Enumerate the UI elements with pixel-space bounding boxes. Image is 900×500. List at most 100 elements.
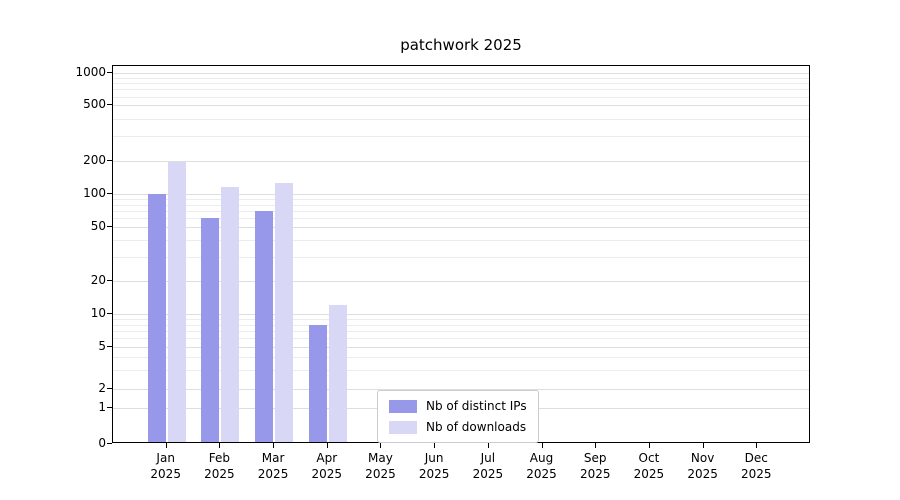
month-label: Sep [583, 451, 607, 465]
year-label: 2025 [418, 467, 450, 481]
year-label: 2025 [311, 467, 343, 481]
y-tick-label-50: 50 [90, 219, 106, 233]
month-label: Aug [529, 451, 554, 465]
x-axis: Jan 2025 Feb 2025 Mar 2025 Apr 2025 May 2025 Jun 20… [0, 450, 900, 490]
x-tickmark-mar [273, 443, 275, 448]
gridline-8 [113, 325, 809, 326]
x-tickmark-may [380, 443, 382, 448]
year-label: 2025 [579, 467, 611, 481]
y-tickmark-0 [107, 443, 112, 444]
year-label: 2025 [633, 467, 665, 481]
gridline-80 [113, 205, 809, 206]
gridline-7 [113, 331, 809, 332]
y-tick-label-10: 10 [90, 306, 106, 320]
y-tickmark-10 [107, 313, 112, 314]
year-label: 2025 [741, 467, 772, 481]
bar-downloads-mar [275, 183, 293, 442]
bar-distinct-ips-feb [201, 218, 219, 442]
bar-distinct-ips-mar [255, 210, 273, 442]
gridline-30 [113, 257, 809, 258]
y-tickmark-50 [107, 226, 112, 227]
y-axis: 0 1 2 5 10 20 50 100 200 500 1000 [0, 65, 106, 450]
y-tickmark-5 [107, 346, 112, 347]
legend-label-downloads: Nb of downloads [426, 420, 527, 434]
x-tickmark-jul [487, 443, 489, 448]
gridline-9 [113, 319, 809, 320]
y-tick-label-1: 1 [98, 400, 106, 414]
bar-downloads-apr [329, 305, 347, 442]
gridline-4 [113, 357, 809, 358]
month-label: Jun [424, 451, 444, 465]
gridline-10 [113, 314, 809, 315]
month-label: Dec [744, 451, 768, 465]
gridline-90 [113, 199, 809, 200]
month-label: Jul [480, 451, 496, 465]
year-label: 2025 [687, 467, 718, 481]
gridline-6 [113, 338, 809, 339]
y-tickmark-200 [107, 160, 112, 161]
year-label: 2025 [150, 467, 181, 481]
y-tick-label-5: 5 [98, 339, 106, 353]
month-label: Jan [156, 451, 175, 465]
y-tick-label-2: 2 [98, 381, 106, 395]
y-tick-label-200: 200 [83, 153, 106, 167]
year-label: 2025 [257, 467, 289, 481]
year-label: 2025 [365, 467, 396, 481]
x-tickmark-feb [219, 443, 221, 448]
month-label: Apr [316, 451, 338, 465]
year-label: 2025 [526, 467, 557, 481]
x-tick-label-jun: Jun 2025 [419, 450, 450, 482]
y-tickmark-1000 [107, 72, 112, 73]
gridline-2 [113, 389, 809, 390]
y-tick-label-500: 500 [83, 97, 106, 111]
gridline-60 [113, 218, 809, 219]
x-tick-label-oct: Oct 2025 [634, 450, 665, 482]
y-tick-label-100: 100 [83, 186, 106, 200]
x-tickmark-apr [326, 443, 328, 448]
y-tick-label-0: 0 [98, 436, 106, 450]
y-tick-label-20: 20 [90, 273, 106, 287]
month-label: Oct [638, 451, 660, 465]
legend: Nb of distinct IPs Nb of downloads [377, 390, 539, 443]
x-tickmark-jun [434, 443, 436, 448]
gridline-40 [113, 240, 809, 241]
x-tick-label-nov: Nov 2025 [687, 450, 718, 482]
legend-swatch-downloads [389, 420, 417, 434]
x-tickmark-dec [756, 443, 758, 448]
y-tickmark-1 [107, 407, 112, 408]
chart-title: patchwork 2025 [400, 36, 522, 54]
x-tick-label-dec: Dec 2025 [741, 450, 772, 482]
year-label: 2025 [204, 467, 235, 481]
y-tickmark-20 [107, 280, 112, 281]
y-tickmark-500 [107, 104, 112, 105]
x-tickmark-sep [595, 443, 597, 448]
gridline-3 [113, 370, 809, 371]
gridline-300 [113, 136, 809, 137]
x-tickmark-nov [702, 443, 704, 448]
plot-area [112, 65, 810, 443]
gridline-700 [113, 89, 809, 90]
legend-label-distinct-ips: Nb of distinct IPs [426, 399, 527, 413]
bar-downloads-jan [168, 162, 186, 442]
month-label: Mar [261, 451, 285, 465]
gridline-20 [113, 281, 809, 282]
gridline-400 [113, 119, 809, 120]
gridline-200 [113, 161, 809, 162]
x-tickmark-jan [165, 443, 167, 448]
gridline-900 [113, 78, 809, 79]
x-tick-label-sep: Sep 2025 [580, 450, 611, 482]
gridline-100 [113, 194, 809, 195]
x-tick-label-aug: Aug 2025 [526, 450, 557, 482]
bar-downloads-feb [221, 187, 239, 442]
gridline-70 [113, 211, 809, 212]
gridline-5 [113, 347, 809, 348]
month-label: Nov [690, 451, 715, 465]
legend-swatch-distinct-ips [389, 399, 417, 413]
bar-distinct-ips-jan [148, 194, 166, 442]
bar-distinct-ips-apr [309, 324, 327, 442]
x-tick-label-feb: Feb 2025 [204, 450, 235, 482]
gridline-600 [113, 97, 809, 98]
month-label: Feb [208, 451, 230, 465]
x-tick-label-mar: Mar 2025 [258, 450, 289, 482]
